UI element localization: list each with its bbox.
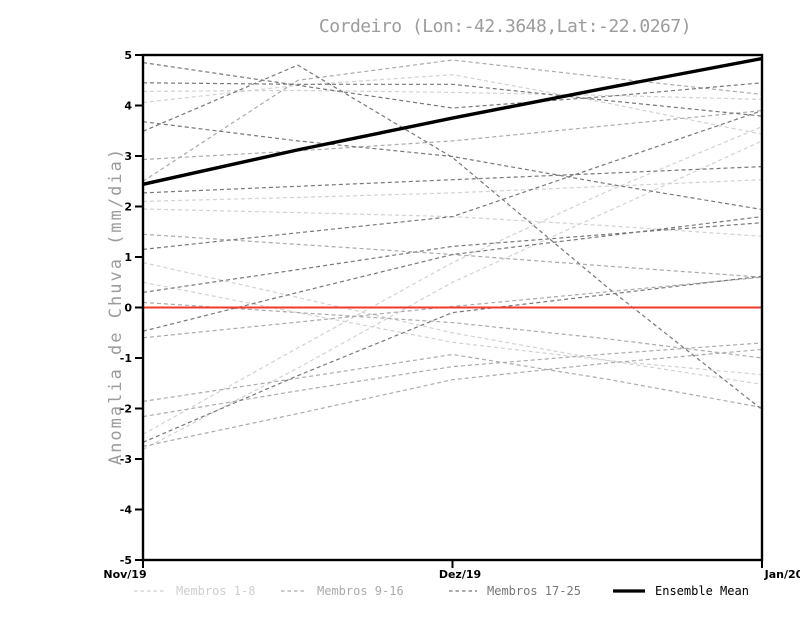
legend-swatch-line [449,590,477,592]
y-axis-tick-label: 0 [124,302,132,315]
legend-item-membros-1-8: Membros 1-8 [133,584,255,598]
member-line-18 [143,62,762,109]
legend-label: Ensemble Mean [655,584,749,598]
y-axis-tick-label: -5 [120,554,132,567]
legend-item-membros-17-25: Membros 17-25 [448,584,581,598]
member-line-6 [143,281,762,376]
member-line-19 [143,82,762,117]
member-line-9 [143,59,762,182]
member-line-22 [143,110,762,250]
member-line-5 [143,262,762,385]
member-line-14 [143,348,762,447]
member-line-4 [143,208,762,237]
legend-item-membros-9-16: Membros 9-16 [280,584,404,598]
y-axis-tick-label: 4 [124,100,132,113]
member-line-21 [143,166,762,194]
legend-item-ensemble-mean: Ensemble Mean [612,584,749,598]
legend: Membros 1-8 Membros 9-16 Membros 17-25 Ense… [0,584,800,602]
member-line-1 [143,89,762,100]
x-axis-tick-label: Jan/20 [764,568,800,581]
ensemble-mean-line [143,56,762,186]
member-line-10 [143,110,762,161]
legend-swatch-line [281,590,307,592]
member-line-2 [143,74,762,135]
member-line-3 [143,179,762,202]
member-line-24 [143,216,762,332]
member-line-15 [143,301,762,359]
y-axis-tick-label: 2 [124,201,132,214]
legend-label: Membros 1-8 [176,584,256,598]
legend-swatch-line [613,589,645,593]
member-line-23 [143,222,762,293]
y-axis-tick-label: -2 [120,403,132,416]
member-line-20 [143,121,762,211]
chart-title: Cordeiro (Lon:-42.3648,Lat:-22.0267) [318,16,692,37]
x-axis-tick-label: Nov/19 [103,568,146,581]
member-line-8 [143,140,762,450]
member-line-11 [143,233,762,278]
legend-swatch-line [134,590,166,592]
legend-label: Membros 17-25 [487,584,581,598]
member-line-16 [143,353,762,409]
y-axis-tick-label: -1 [120,352,132,365]
y-axis-tick-label: 1 [124,251,132,264]
x-axis-tick-label: Dez/19 [439,568,481,581]
member-line-25 [143,275,762,443]
legend-label: Membros 9-16 [317,584,404,598]
y-axis-tick-label: -4 [120,504,133,517]
y-axis-tick-label: 3 [124,150,132,163]
y-axis-tick-label: 5 [124,49,132,62]
y-axis-tick-label: -3 [120,453,132,466]
member-line-7 [143,126,762,435]
member-line-17 [143,64,762,410]
member-line-13 [143,342,762,418]
